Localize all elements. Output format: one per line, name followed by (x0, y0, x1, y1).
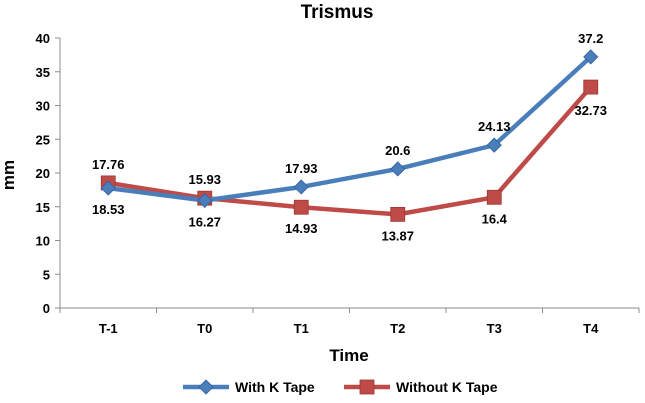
data-label: 24.13 (478, 119, 511, 134)
x-tick-label: T1 (294, 321, 309, 336)
y-tick-label: 20 (36, 166, 50, 181)
y-tick-label: 30 (36, 99, 50, 114)
y-axis: 0 5 10 15 20 25 30 35 40 (36, 31, 61, 316)
legend-marker (359, 379, 375, 395)
legend-item-0: With K Tape (183, 379, 315, 395)
legend-label: With K Tape (235, 379, 315, 395)
data-label: 13.87 (381, 228, 414, 243)
series-0 (100, 49, 599, 209)
data-point (486, 137, 502, 153)
data-point (293, 179, 309, 195)
series-line (106, 54, 593, 203)
legend-item-1: Without K Tape (344, 379, 498, 395)
y-tick-label: 0 (43, 301, 50, 316)
x-axis-label: Time (329, 346, 368, 365)
series-labels-0: 17.76 15.93 17.93 20.6 24.13 37.2 (92, 31, 603, 187)
y-tick-label: 5 (43, 267, 50, 282)
data-label: 14.93 (285, 221, 318, 236)
x-tick-label: T-1 (99, 321, 118, 336)
data-label: 17.76 (92, 157, 125, 172)
y-tick-label: 15 (36, 200, 50, 215)
data-point (486, 189, 502, 205)
y-tick-label: 10 (36, 234, 50, 249)
data-label: 16.27 (188, 214, 221, 229)
chart-title: Trismus (301, 2, 374, 23)
y-tick-label: 40 (36, 31, 50, 46)
legend-marker (198, 379, 214, 395)
legend: With K Tape Without K Tape (183, 379, 498, 395)
x-tick-label: T0 (197, 321, 212, 336)
y-tick-label: 35 (36, 65, 50, 80)
data-label: 37.2 (578, 31, 603, 46)
series-labels-1: 18.53 16.27 14.93 13.87 16.4 32.73 (92, 103, 607, 243)
series-1 (100, 79, 599, 222)
x-tick-label: T4 (583, 321, 599, 336)
y-tick-label: 25 (36, 132, 50, 147)
x-tick-label: T2 (390, 321, 405, 336)
data-point (197, 192, 213, 209)
data-label: 17.93 (285, 161, 318, 176)
legend-label: Without K Tape (396, 379, 498, 395)
data-point (100, 180, 116, 196)
data-label: 18.53 (92, 202, 125, 217)
series-line (106, 84, 593, 217)
data-point (583, 79, 599, 95)
x-axis: T-1 T0 T1 T2 T3 T4 (59, 307, 640, 336)
data-point (390, 161, 406, 177)
x-tick-label: T3 (487, 321, 502, 336)
data-point (390, 206, 406, 222)
data-point (293, 199, 309, 215)
data-point (583, 49, 599, 65)
data-label: 32.73 (574, 103, 607, 118)
series-layer: 17.76 15.93 17.93 20.6 24.13 37.2 18.53 16.27 14… (92, 31, 607, 243)
data-label: 20.6 (385, 143, 410, 158)
data-label: 15.93 (188, 172, 221, 187)
data-label: 16.4 (482, 211, 508, 226)
y-axis-label: mm (0, 160, 18, 190)
